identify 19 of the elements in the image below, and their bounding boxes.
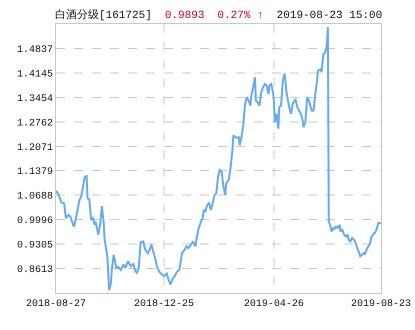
y-tick-label: 1.1379	[16, 167, 53, 178]
text: 0.27% ↑	[217, 9, 264, 23]
x-tick-label: 2018-12-25	[134, 299, 194, 310]
y-tick-label: 1.4145	[16, 69, 53, 80]
text: 2019-08-23 15:00	[276, 9, 382, 23]
y-tick-label: 1.4837	[16, 44, 53, 56]
y-tick-label: 0.8613	[16, 265, 53, 276]
x-tick-label: 2019-04-26	[244, 299, 304, 310]
text: 0.9893	[164, 9, 204, 23]
line-series	[56, 26, 381, 292]
x-tick-label: 2018-08-27	[26, 299, 86, 310]
y-tick-label: 1.3454	[16, 94, 53, 105]
chart-title: 白酒分级[161725]	[55, 9, 152, 23]
y-tick-label: 1.2071	[16, 142, 53, 154]
x-tick-label: 2019-08-23	[350, 299, 412, 310]
y-tick-label: 1.2762	[16, 118, 53, 130]
y-tick-label: 1.0688	[16, 192, 53, 203]
y-tick-label: 0.9996	[16, 216, 53, 228]
y-tick-label: 0.9305	[16, 240, 53, 252]
